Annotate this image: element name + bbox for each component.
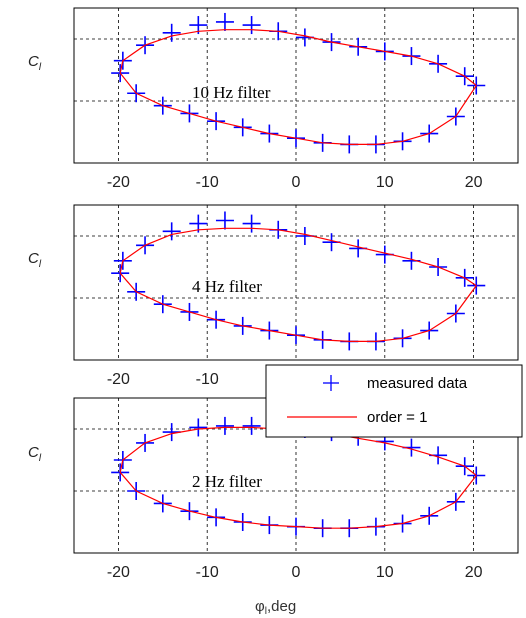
panel-3-xtick-label-2: 0: [292, 564, 301, 581]
panel-1-measured-point-19: [215, 12, 234, 31]
panel-3-measured-point-20: [242, 416, 261, 435]
panel-3-xtick-label-0: -20: [107, 564, 130, 581]
panel-3-measured-point-18: [189, 418, 208, 437]
panel-1-fit-line: [119, 29, 477, 145]
panel-3-ylabel: Cl: [28, 444, 42, 464]
panel-1-xticks: -20 -10 0 10 20: [107, 174, 483, 191]
panel-2-xtick-label-0: -20: [107, 371, 130, 388]
panel-2-annotation: 4 Hz filter: [192, 277, 262, 296]
panel-2-series: [111, 211, 486, 351]
panel-1-ylabel-main: C: [28, 53, 39, 70]
panel-2-xtick-label-1: -10: [196, 371, 219, 388]
panel-3-xticks: -20 -10 0 10 20: [107, 564, 483, 581]
panel-2-measured-point-20: [242, 214, 261, 233]
panel-2-ylabel: Cl: [28, 250, 42, 270]
panel-3-fit-line: [119, 426, 477, 529]
legend-box: [265, 364, 523, 438]
panel-1-xtick-label-2: 0: [292, 174, 301, 191]
panel-1-xtick-label-3: 10: [376, 174, 394, 191]
panel-3-ylabel-main: C: [28, 444, 39, 461]
legend-label-fit: order = 1: [367, 409, 427, 426]
panel-2-measured-point-17: [162, 222, 181, 241]
panel-1-xtick-label-0: -20: [107, 174, 130, 191]
x-axis-label-symbol: φ: [255, 598, 265, 615]
legend-label-measured: measured data: [367, 375, 468, 392]
panel-1-annotation: 10 Hz filter: [192, 83, 271, 102]
panel-2-ylabel-main: C: [28, 250, 39, 267]
x-axis-label-sub: l: [265, 606, 267, 617]
panel-1-xtick-label-4: 20: [465, 174, 483, 191]
panel-3-xtick-label-1: -10: [196, 564, 219, 581]
panel-2-measured-point-19: [215, 211, 234, 230]
panel-1: 10 Hz filter Cl -20 -10 0 10 20: [28, 7, 519, 191]
panel-3-annotation: 2 Hz filter: [192, 472, 262, 491]
legend: measured data order = 1: [265, 364, 523, 438]
panel-3-series: [111, 416, 486, 538]
legend-marker-measured: [323, 375, 339, 391]
panel-2-fit-line: [119, 227, 477, 342]
x-axis-label-rest: ,deg: [267, 598, 296, 615]
panel-1-measured-point-17: [162, 23, 181, 42]
x-axis-label: φl,deg: [255, 598, 296, 617]
panel-3-ylabel-sub: l: [39, 453, 42, 464]
panel-3-measured-point-19: [215, 416, 234, 435]
panel-2-ylabel-sub: l: [39, 259, 42, 270]
panel-1-ylabel: Cl: [28, 53, 42, 73]
panel-1-xtick-label-1: -10: [196, 174, 219, 191]
panel-3-xtick-label-3: 10: [376, 564, 394, 581]
panel-3-xtick-label-4: 20: [465, 564, 483, 581]
panel-1-measured-point-20: [242, 16, 261, 35]
panel-1-series: [111, 12, 486, 154]
panel-1-ylabel-sub: l: [39, 62, 42, 73]
